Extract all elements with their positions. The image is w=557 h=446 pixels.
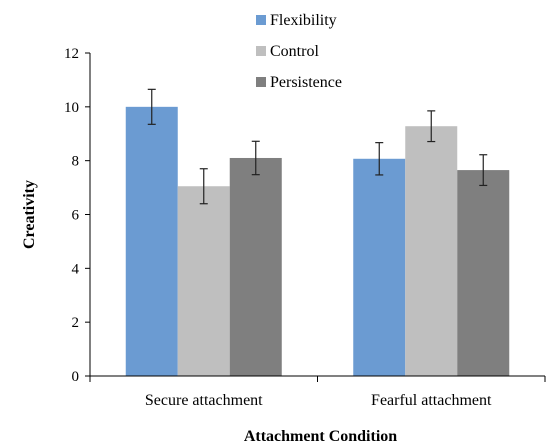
legend-label-persistence: Persistence xyxy=(270,74,342,91)
bar-control-1 xyxy=(405,126,458,376)
y-axis-title: Creativity xyxy=(21,180,38,249)
y-tick-label: 0 xyxy=(72,369,80,385)
bar-persistence-1 xyxy=(457,170,510,376)
y-tick-label: 10 xyxy=(64,100,79,116)
legend-label-flexibility: Flexibility xyxy=(270,12,337,29)
bar-flexibility-0 xyxy=(125,106,178,376)
legend-swatch-control xyxy=(256,46,266,56)
legend-swatch-persistence xyxy=(256,77,266,87)
legend-label-control: Control xyxy=(270,43,319,60)
y-tick-label: 2 xyxy=(72,315,80,331)
y-tick-label: 6 xyxy=(72,208,80,224)
x-tick-label: Fearful attachment xyxy=(371,392,492,409)
y-tick-label: 8 xyxy=(72,154,80,170)
bar-flexibility-1 xyxy=(353,158,406,376)
x-axis: Secure attachment Fearful attachment xyxy=(89,375,546,409)
bar-persistence-0 xyxy=(229,157,282,376)
y-axis: 0 2 4 6 8 10 12 xyxy=(64,46,91,385)
y-tick-label: 12 xyxy=(64,46,79,62)
y-tick-label: 4 xyxy=(72,261,80,277)
x-tick-label: Secure attachment xyxy=(145,392,263,409)
chart-legend: Flexibility Control Persistence xyxy=(256,12,342,91)
bar-control-0 xyxy=(177,186,230,376)
x-axis-title: Attachment Condition xyxy=(244,428,397,445)
bars-group xyxy=(125,88,510,376)
legend-swatch-flexibility xyxy=(256,15,266,25)
